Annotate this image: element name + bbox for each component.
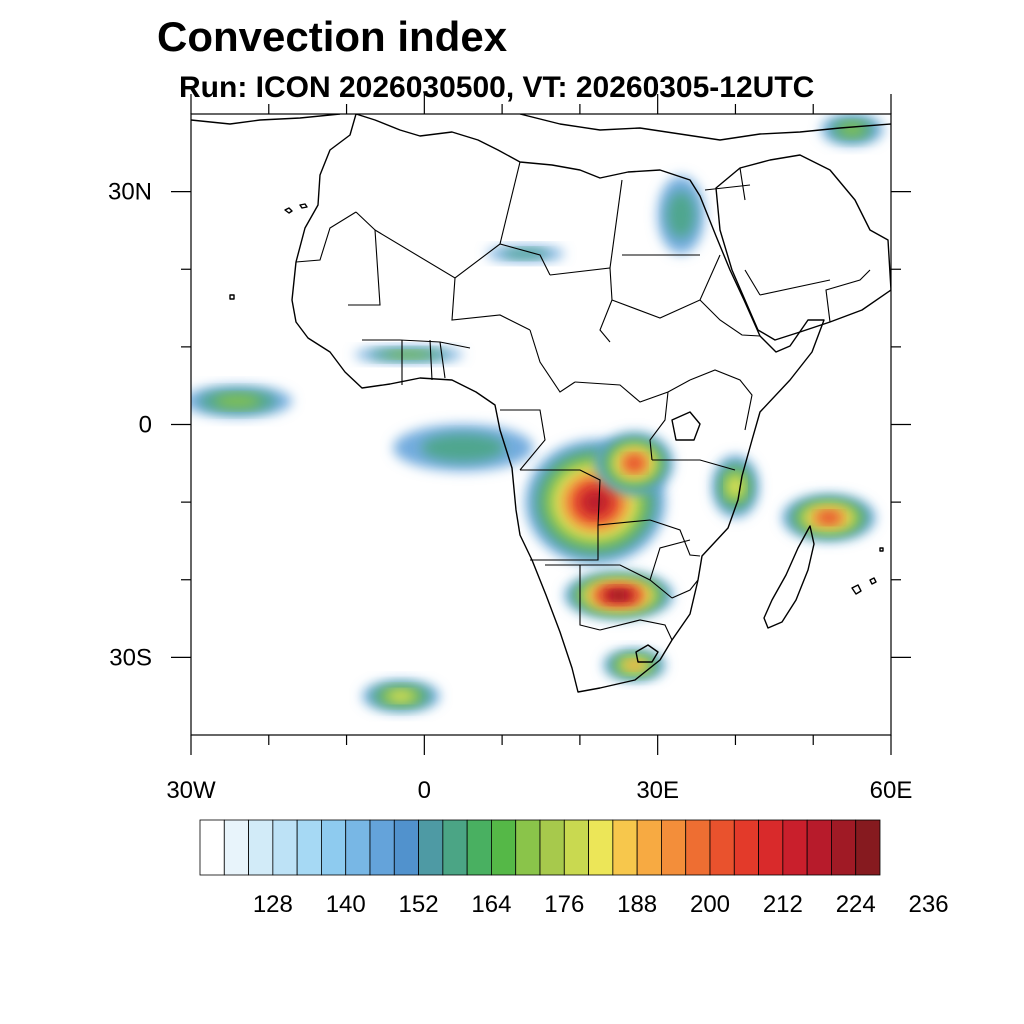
colorbar-box bbox=[296, 819, 322, 876]
indian-ocean-islands bbox=[851, 547, 884, 595]
colorbar-box bbox=[782, 819, 808, 876]
y-tick-label: 30S bbox=[109, 644, 152, 671]
map-title: Convection index bbox=[157, 13, 508, 60]
africa-coastline bbox=[291, 114, 825, 693]
map-frame bbox=[190, 113, 892, 736]
convection-contour bbox=[818, 512, 840, 524]
europe-coastline bbox=[191, 114, 891, 141]
colorbar-box bbox=[393, 819, 419, 876]
colorbar-level-label: 152 bbox=[399, 891, 439, 918]
x-tick-label: 60E bbox=[870, 777, 913, 804]
colorbar-box bbox=[515, 819, 541, 876]
colorbar-box bbox=[685, 819, 711, 876]
colorbar-level-label: 188 bbox=[617, 891, 657, 918]
colorbar-box bbox=[442, 819, 468, 876]
colorbar-box bbox=[612, 819, 638, 876]
country-borders bbox=[295, 161, 871, 641]
canary-islands bbox=[229, 203, 308, 300]
colorbar-box bbox=[223, 819, 249, 876]
colorbar-box bbox=[855, 819, 881, 876]
colorbar-box bbox=[248, 819, 274, 876]
convection-contour bbox=[625, 660, 643, 670]
convection-contour bbox=[625, 456, 644, 471]
colorbar-box bbox=[806, 819, 832, 876]
colorbar-box bbox=[272, 819, 298, 876]
convection-contour bbox=[388, 691, 414, 702]
colorbar-box bbox=[588, 819, 614, 876]
colorbar-labels: 128 140 152 164 176 188 200 212 224 236 bbox=[253, 891, 949, 918]
x-tick-label: 30W bbox=[166, 777, 216, 804]
colorbar-box bbox=[636, 819, 662, 876]
colorbar-box bbox=[199, 819, 225, 876]
colorbar-box bbox=[345, 819, 371, 876]
colorbar-box bbox=[661, 819, 687, 876]
colorbar-box bbox=[733, 819, 759, 876]
colorbar-level-label: 164 bbox=[471, 891, 511, 918]
axis-tick-labels: 30W 0 30E 60E 30N 0 30S bbox=[108, 179, 912, 804]
colorbar-box bbox=[369, 819, 395, 876]
convection-contour bbox=[667, 191, 695, 239]
x-tick-label: 0 bbox=[418, 777, 431, 804]
colorbar bbox=[199, 819, 881, 876]
colorbar-level-label: 212 bbox=[763, 891, 803, 918]
lake-victoria bbox=[671, 411, 701, 441]
madagascar-coastline bbox=[763, 525, 815, 629]
x-tick-label: 30E bbox=[636, 777, 679, 804]
colorbar-level-label: 200 bbox=[690, 891, 730, 918]
colorbar-box bbox=[709, 819, 735, 876]
convection-contour bbox=[581, 489, 610, 515]
convection-contour bbox=[609, 591, 629, 600]
colorbar-level-label: 236 bbox=[909, 891, 949, 918]
colorbar-level-label: 176 bbox=[544, 891, 584, 918]
convection-contour bbox=[421, 433, 506, 462]
colorbar-box bbox=[563, 819, 589, 876]
coastlines bbox=[191, 114, 891, 693]
colorbar-box bbox=[321, 819, 347, 876]
arabia-coastline bbox=[715, 154, 891, 341]
colorbar-box bbox=[758, 819, 784, 876]
colorbar-level-label: 140 bbox=[326, 891, 366, 918]
convection-contour bbox=[214, 394, 261, 408]
lesotho-border bbox=[635, 644, 659, 663]
convection-field bbox=[191, 114, 884, 712]
convection-contour bbox=[838, 122, 866, 137]
y-tick-label: 0 bbox=[139, 412, 152, 439]
colorbar-box bbox=[831, 819, 857, 876]
colorbar-box bbox=[491, 819, 517, 876]
colorbar-level-label: 224 bbox=[836, 891, 876, 918]
colorbar-level-label: 128 bbox=[253, 891, 293, 918]
map-subtitle: Run: ICON 2026030500, VT: 20260305-12UTC bbox=[179, 71, 815, 104]
convection-contour bbox=[502, 249, 549, 259]
y-tick-label: 30N bbox=[108, 179, 152, 206]
colorbar-box bbox=[466, 819, 492, 876]
axis-ticks bbox=[171, 94, 911, 755]
convection-contour bbox=[385, 351, 433, 358]
colorbar-box bbox=[418, 819, 444, 876]
colorbar-box bbox=[539, 819, 565, 876]
